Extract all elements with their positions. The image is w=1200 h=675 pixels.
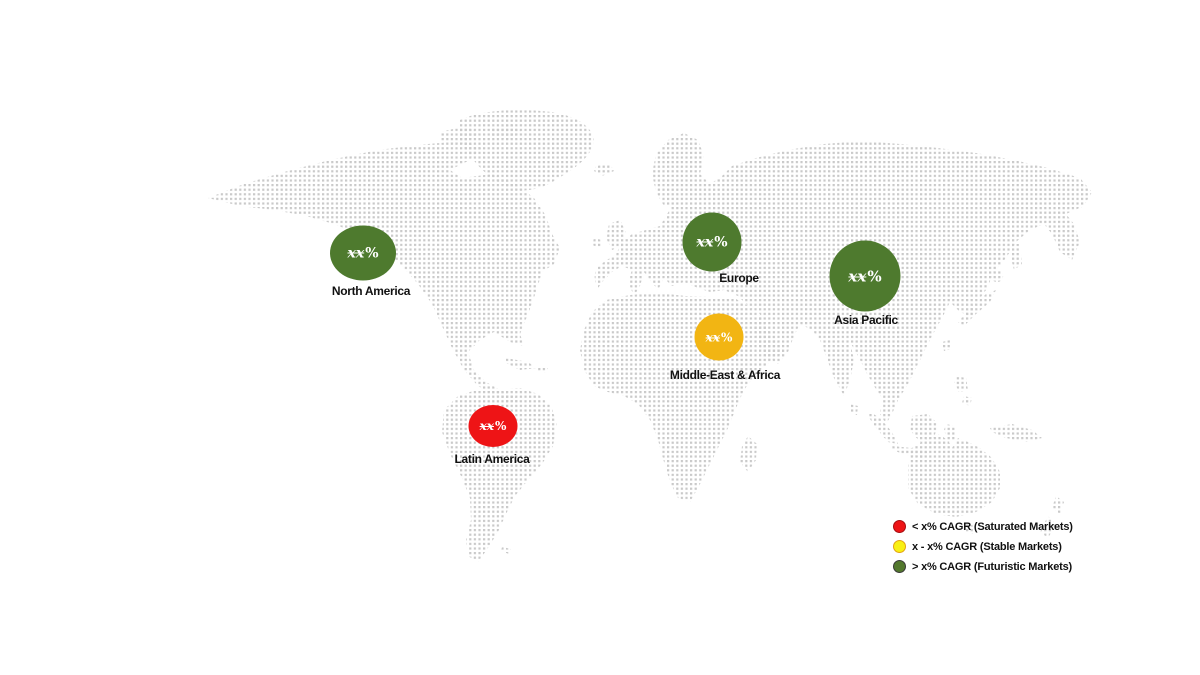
madagascar (740, 436, 757, 472)
greenland (457, 110, 594, 191)
continent-north-america (208, 141, 560, 402)
bubble-value: xx (479, 419, 494, 433)
legend-label-saturated: < x% CAGR (Saturated Markets) (912, 520, 1073, 533)
bubble-value: xx (347, 245, 365, 261)
bubble-value: xx (705, 330, 720, 344)
legend-item-futuristic: > x% CAGR (Futuristic Markets) (893, 560, 1073, 573)
green-dot-icon (893, 560, 906, 573)
bubble-value: xx (696, 234, 714, 250)
legend-item-saturated: < x% CAGR (Saturated Markets) (893, 520, 1073, 533)
bubble-percent-sign: % (720, 330, 733, 344)
new-zealand (1040, 496, 1064, 538)
iceland (594, 164, 614, 176)
sakhalin (1010, 244, 1022, 270)
bubble-percent-sign: % (867, 267, 882, 285)
legend: < x% CAGR (Saturated Markets) x - x% CAG… (893, 520, 1073, 580)
bubble-percent-sign: % (365, 245, 379, 261)
bubble-latin-america[interactable]: xx% (468, 405, 518, 447)
bubble-north-america[interactable]: xx% (330, 225, 396, 281)
bubble-middle-east-africa[interactable]: xx% (694, 313, 744, 361)
bubble-percent-sign: % (494, 419, 507, 433)
sri-lanka (849, 404, 858, 415)
continent-africa (580, 293, 784, 502)
united-kingdom (592, 220, 626, 250)
australia (908, 434, 1000, 534)
new-guinea (990, 424, 1042, 442)
label-middle-east-africa: Middle-East & Africa (669, 368, 781, 382)
label-asia-pacific: Asia Pacific (834, 313, 898, 327)
yellow-dot-icon (893, 540, 906, 553)
taiwan-philippines (942, 340, 972, 406)
red-dot-icon (893, 520, 906, 533)
caribbean-islands (504, 358, 548, 373)
label-north-america: North America (331, 284, 411, 298)
legend-item-stable: x - x% CAGR (Stable Markets) (893, 540, 1073, 553)
bubble-europe[interactable]: xx% (682, 212, 742, 272)
japan (958, 269, 1004, 326)
label-latin-america: Latin America (454, 452, 530, 466)
legend-label-futuristic: > x% CAGR (Futuristic Markets) (912, 560, 1072, 573)
bubble-asia-pacific[interactable]: xx% (829, 240, 901, 312)
indonesia (868, 412, 956, 458)
bubble-value: xx (848, 267, 867, 285)
bubble-percent-sign: % (714, 234, 728, 250)
legend-label-stable: x - x% CAGR (Stable Markets) (912, 540, 1062, 553)
label-europe: Europe (719, 271, 759, 285)
